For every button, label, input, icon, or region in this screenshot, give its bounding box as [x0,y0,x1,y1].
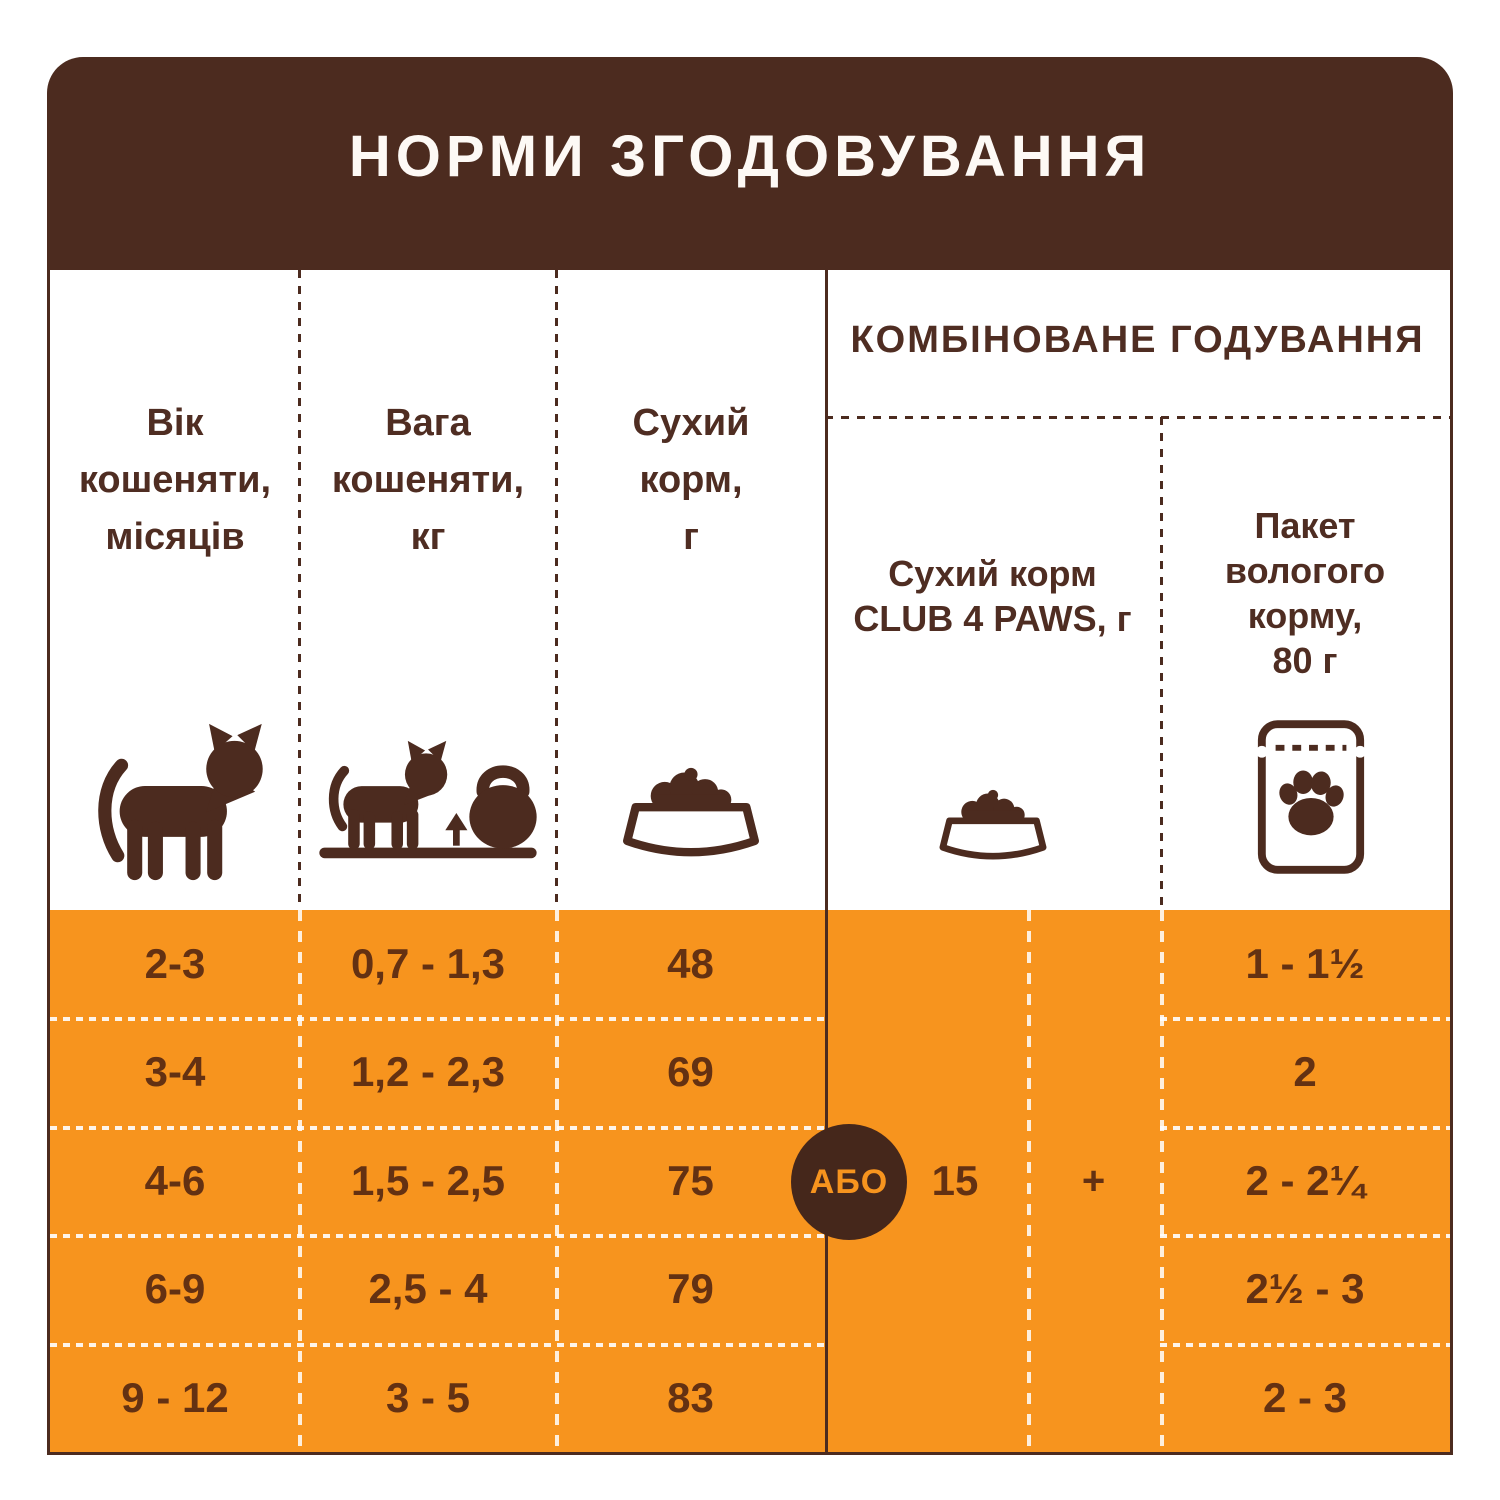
cell-age-row4: 6-9 [144,1265,206,1312]
col-header-age-line: місяців [105,515,245,558]
combined-feeding-title: КОМБІНОВАНЕ ГОДУВАННЯ [850,318,1425,361]
col-header-weight-line: Вага [385,401,471,444]
cell-dry-row2: 69 [667,1048,714,1095]
combined-section-divider [825,270,828,1452]
table-row: 4-6 1,5 - 2,5 75 [50,1127,825,1235]
row-divider-3-wet [1160,1234,1450,1238]
column-divider-club-wet-orange [1160,910,1164,1452]
cell-dry-row3: 75 [667,1157,714,1204]
col-header-age: Вік кошеняти, місяців [50,390,300,570]
cell-wet-row2: 2 [1293,1048,1317,1095]
dry-food-bowl-small-icon [934,782,1052,869]
column-divider-age-weight-orange [298,910,302,1452]
cell-weight-row5: 3 - 5 [385,1374,471,1421]
col-header-weight-line: кошеняти, [331,458,525,501]
page-title: НОРМИ ЗГОДОВУВАННЯ [348,124,1152,189]
cell-dry-row5: 83 [667,1374,714,1421]
col-header-dry-line: Сухий [632,401,750,444]
col-header-wet-line: корму, [1247,595,1363,636]
row-divider-1-left [50,1017,825,1021]
table-row: 2-3 0,7 - 1,3 48 [50,910,825,1018]
col-header-wet-line: 80 г [1272,640,1338,681]
col-header-wet-line: Пакет [1254,505,1356,546]
cell-wet-row5: 2 - 3 [1262,1374,1348,1421]
cell-age-row3: 4-6 [144,1157,206,1204]
row-divider-2-left [50,1126,825,1130]
table-row: 3-4 1,2 - 2,3 69 [50,1018,825,1126]
dry-food-bowl-icon [616,758,766,867]
row-divider-4-wet [1160,1343,1450,1347]
col-header-dry-club-line: CLUB 4 PAWS, г [853,598,1132,639]
cell-age-row2: 3-4 [144,1048,206,1095]
cell-dry-row4: 79 [667,1265,714,1312]
cell-age-row1: 2-3 [144,940,206,987]
row-divider-1-wet [1160,1017,1450,1021]
col-header-dry-line: корм, [639,458,743,501]
or-badge: АБО [791,1124,907,1240]
table-row: 6-9 2,5 - 4 79 [50,1235,825,1343]
col-header-weight-line: кг [410,515,446,558]
feeding-table: Вік кошеняти, місяців Вага кошеняти, кг … [47,270,1453,1455]
column-divider-age-weight [298,270,301,910]
row-divider-4-left [50,1343,825,1347]
col-header-age-line: Вік [146,401,204,444]
cell-combined-dry-amount: 15 [931,1157,979,1204]
wet-food-pouch-paw-icon [1252,718,1370,881]
cell-wet-row4: 2½ - 3 [1245,1265,1365,1312]
cell-dry-row1: 48 [667,940,714,987]
cell-wet-row1: 1 - 1½ [1245,940,1365,987]
col-header-dry: Сухий корм, г [556,390,826,570]
col-header-weight: Вага кошеняти, кг [300,390,556,570]
row-divider-2-wet [1160,1126,1450,1130]
col-header-age-line: кошеняти, [78,458,272,501]
column-divider-weight-dry [555,270,558,910]
row-divider-3-left [50,1234,825,1238]
plus-sign: + [1081,1158,1106,1203]
cell-wet-row3: 2 - 2¼ [1245,1157,1365,1204]
column-divider-club-wet [1160,417,1163,910]
cell-weight-row2: 1,2 - 2,3 [350,1048,506,1095]
combined-header-divider [825,416,1450,419]
column-divider-weight-dry-orange [555,910,559,1452]
col-header-dry-line: г [683,515,699,558]
column-divider-15-plus-orange [1027,910,1031,1452]
kitten-icon [83,722,273,887]
col-header-wet-line: вологого [1224,550,1386,591]
cell-age-row5: 9 - 12 [121,1374,229,1421]
col-header-wet: Пакет вологого корму, 80 г [1160,498,1450,688]
col-header-dry-club-line: Сухий корм [888,553,1097,594]
cell-weight-row4: 2,5 - 4 [368,1265,488,1312]
title-banner: НОРМИ ЗГОДОВУВАННЯ [47,57,1453,270]
kitten-on-scale-with-kettlebell-icon [316,738,540,868]
data-rows-background [50,910,1450,1452]
cell-weight-row3: 1,5 - 2,5 [350,1157,506,1204]
or-badge-label: АБО [809,1162,889,1201]
col-header-dry-club: Сухий корм CLUB 4 PAWS, г [825,546,1160,646]
table-row: 9 - 12 3 - 5 83 [50,1344,825,1452]
cell-weight-row1: 0,7 - 1,3 [350,940,506,987]
